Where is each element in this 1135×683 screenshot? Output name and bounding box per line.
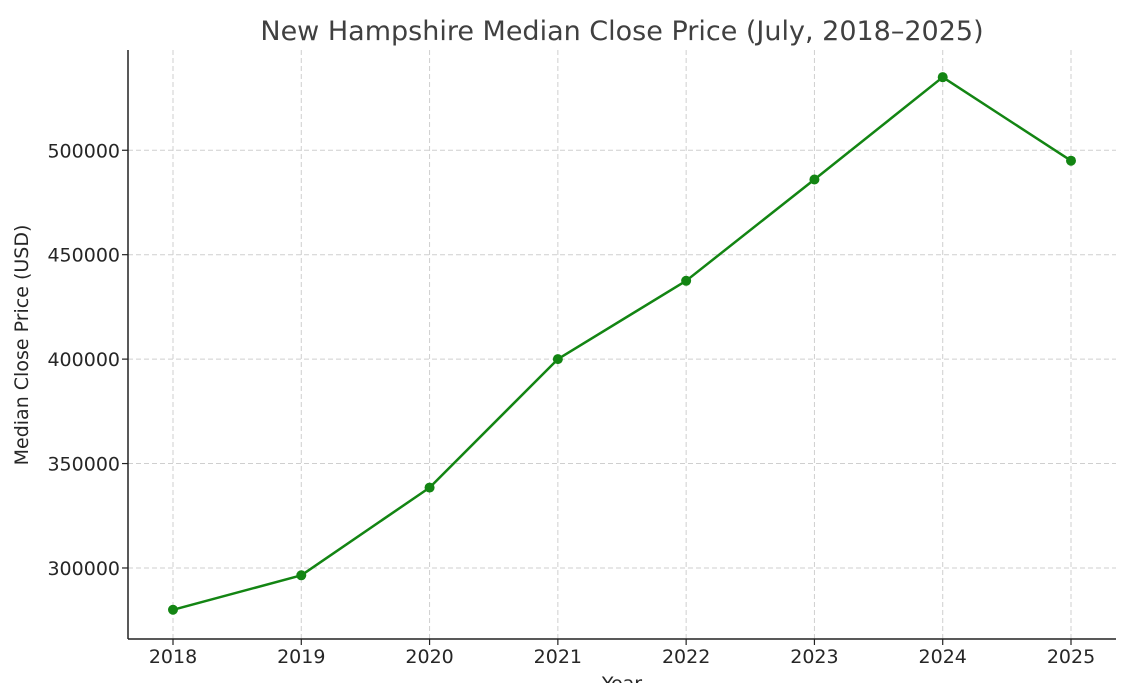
y-axis-ticks: 300000 350000 400000 450000 500000 bbox=[47, 140, 128, 580]
x-tick-label: 2022 bbox=[662, 646, 710, 668]
data-point bbox=[809, 174, 820, 185]
x-axis-ticks: 2018 2019 2020 2021 2022 2023 2024 2025 bbox=[149, 639, 1095, 668]
y-tick-label: 450000 bbox=[47, 245, 120, 267]
series-line bbox=[172, 75, 1072, 612]
chart-title: New Hampshire Median Close Price (July, … bbox=[260, 16, 983, 47]
data-point bbox=[552, 354, 563, 365]
data-point bbox=[681, 275, 692, 286]
data-point bbox=[296, 570, 307, 581]
data-point bbox=[937, 72, 948, 83]
x-tick-label: 2023 bbox=[790, 646, 838, 668]
y-tick-label: 500000 bbox=[47, 140, 120, 162]
y-tick-label: 350000 bbox=[47, 454, 120, 476]
x-axis-label: Year bbox=[601, 673, 642, 683]
x-tick-label: 2025 bbox=[1047, 646, 1095, 668]
x-tick-label: 2021 bbox=[534, 646, 582, 668]
y-tick-label: 300000 bbox=[47, 558, 120, 580]
axes bbox=[127, 50, 1116, 640]
x-tick-label: 2024 bbox=[919, 646, 967, 668]
data-point bbox=[1066, 155, 1076, 166]
data-point bbox=[424, 482, 435, 493]
grid-lines bbox=[128, 50, 1116, 639]
x-tick-label: 2018 bbox=[149, 646, 197, 668]
x-tick-label: 2020 bbox=[405, 646, 453, 668]
x-tick-label: 2019 bbox=[277, 646, 325, 668]
y-axis-label: Median Close Price (USD) bbox=[11, 225, 33, 466]
series-layer bbox=[168, 72, 1076, 615]
data-point bbox=[168, 604, 178, 615]
y-tick-label: 400000 bbox=[47, 349, 120, 371]
